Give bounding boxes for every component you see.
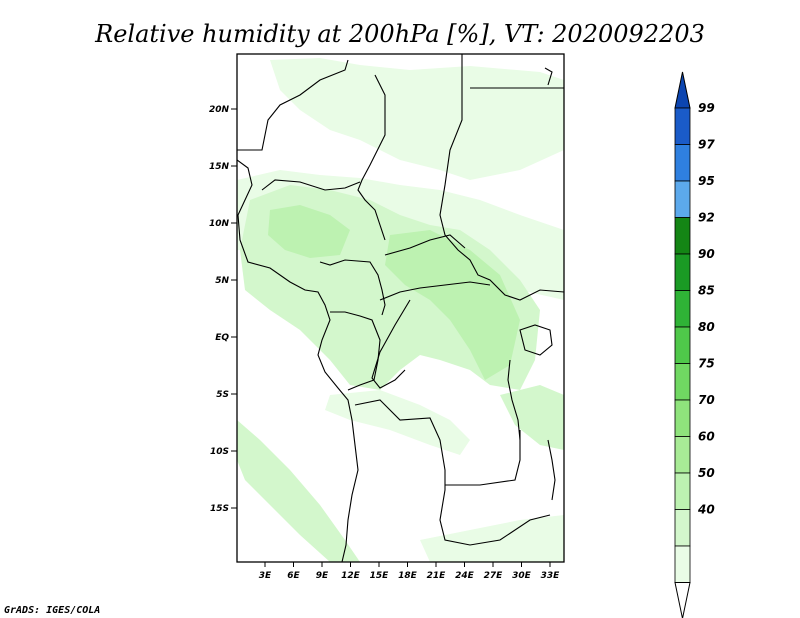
humidity-zone-southeast	[500, 385, 564, 450]
colorbar-box	[674, 290, 691, 328]
lake-victoria	[519, 324, 553, 356]
colorbar-level-label: 92	[698, 211, 715, 225]
lon-label: 18E	[398, 571, 418, 581]
colorbar-box	[674, 144, 691, 182]
colorbar-box	[674, 509, 691, 547]
lat-label: 20N	[209, 105, 230, 115]
country-border	[379, 281, 491, 301]
colorbar: 99 97 95 92 90 85 80 75 70 60 50 40	[674, 71, 715, 618]
colorbar-box	[674, 107, 691, 145]
country-border	[439, 54, 564, 301]
colorbar-level-label: 99	[698, 101, 715, 115]
humidity-zone-far-south	[420, 515, 564, 562]
colorbar-box	[674, 180, 691, 218]
lon-label: 27E	[484, 571, 504, 581]
colorbar-level-label: 97	[698, 138, 715, 152]
lat-label: 10S	[210, 447, 229, 457]
country-border	[371, 299, 411, 389]
colorbar-level-label: 85	[698, 284, 715, 298]
coastlines-borders	[237, 54, 564, 562]
colorbar-level-label: 90	[698, 247, 715, 261]
colorbar-level-label: 50	[698, 466, 715, 480]
colorbar-box	[674, 545, 691, 583]
chart-title: Relative humidity at 200hPa [%], VT: 202…	[94, 20, 705, 48]
country-border	[357, 74, 386, 241]
footer-credit: GrADS: IGES/COLA	[4, 605, 100, 616]
humidity-field	[237, 54, 564, 562]
colorbar-box	[674, 436, 691, 474]
coastline-east	[544, 67, 553, 86]
colorbar-level-label: 95	[698, 174, 715, 188]
country-border	[237, 59, 349, 151]
colorbar-box	[674, 472, 691, 510]
lon-label: 12E	[341, 571, 361, 581]
country-border	[319, 259, 386, 316]
colorbar-level-label: 40	[697, 503, 715, 517]
latitude-axis: 20N 15N 10N 5N EQ 5S 10S 15S	[209, 105, 237, 514]
lon-label: 21E	[427, 571, 447, 581]
lon-label: 30E	[512, 571, 532, 581]
colorbar-level-label: 70	[698, 393, 715, 407]
colorbar-level-label: 60	[698, 430, 715, 444]
lat-label: 5S	[216, 390, 229, 400]
colorbar-box	[674, 399, 691, 437]
lon-label: 3E	[259, 571, 272, 581]
lat-label: EQ	[215, 333, 229, 343]
lake-tanganyika	[507, 359, 521, 441]
lon-label: 24E	[455, 571, 475, 581]
country-border	[261, 179, 361, 191]
lon-label: 33E	[541, 571, 561, 581]
colorbar-bottom-arrow	[674, 582, 691, 618]
lake-malawi	[547, 439, 556, 501]
colorbar-level-label: 75	[698, 357, 715, 371]
lat-label: 15S	[210, 504, 229, 514]
lat-label: 5N	[215, 276, 229, 286]
colorbar-level-label: 80	[698, 320, 715, 334]
colorbar-box	[674, 217, 691, 255]
humidity-zone-core	[268, 205, 350, 258]
lon-label: 15E	[370, 571, 390, 581]
humidity-zone-southwest	[237, 420, 360, 562]
map-frame	[236, 53, 565, 563]
lon-label: 9E	[316, 571, 329, 581]
colorbar-top-arrow	[674, 71, 691, 109]
colorbar-box	[674, 363, 691, 401]
country-border	[354, 399, 551, 546]
lat-label: 15N	[209, 162, 230, 172]
humidity-zone-south	[325, 390, 470, 455]
lon-label: 6E	[287, 571, 300, 581]
west-coastline	[237, 159, 359, 562]
humidity-zone-core	[385, 230, 520, 380]
country-border	[330, 311, 381, 391]
longitude-axis: 3E 6E 9E 12E 15E 18E 21E 24E 27E 30E 33E	[259, 562, 560, 581]
country-border	[384, 234, 466, 256]
country-border	[445, 430, 521, 486]
colorbar-box	[674, 253, 691, 291]
colorbar-box	[674, 326, 691, 364]
lat-label: 10N	[209, 219, 230, 229]
